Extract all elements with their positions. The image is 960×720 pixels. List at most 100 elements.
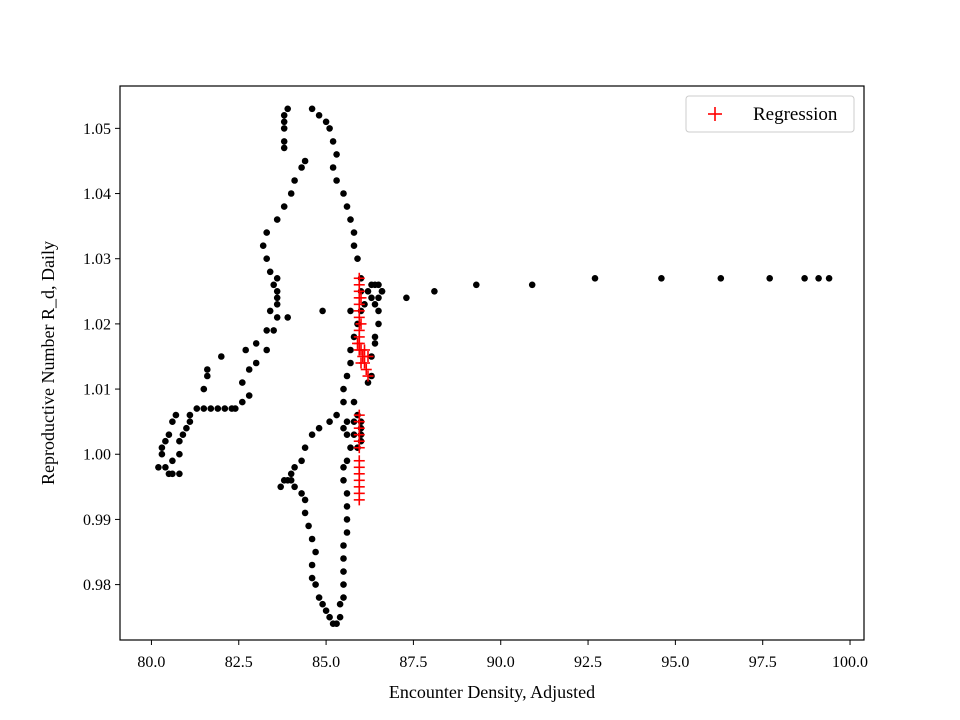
legend-label-regression: Regression bbox=[753, 104, 838, 125]
data-point-105 bbox=[312, 548, 319, 556]
data-point-102 bbox=[301, 509, 309, 517]
data-point-148 bbox=[375, 294, 382, 302]
y-tick-label: 0.99 bbox=[83, 512, 111, 529]
data-point-7 bbox=[176, 450, 183, 458]
data-point-85 bbox=[340, 385, 347, 393]
data-point-11 bbox=[186, 418, 194, 426]
data-point-18 bbox=[165, 431, 173, 439]
data-point-82 bbox=[347, 346, 354, 354]
data-point-5 bbox=[176, 470, 183, 478]
data-point-76 bbox=[354, 255, 361, 262]
data-point-71 bbox=[340, 190, 347, 197]
data-point-154 bbox=[371, 340, 379, 347]
regression-point-13 bbox=[359, 344, 371, 356]
data-point-40 bbox=[263, 255, 271, 262]
x-tick-label: 100.0 bbox=[832, 654, 868, 671]
data-point-106 bbox=[308, 561, 316, 569]
data-point-33 bbox=[252, 359, 260, 367]
data-point-109 bbox=[315, 594, 323, 601]
legend: Regression bbox=[685, 95, 855, 133]
data-point-19 bbox=[169, 418, 176, 426]
data-point-170 bbox=[347, 307, 354, 315]
data-point-108 bbox=[312, 581, 319, 588]
y-tick-label: 1.01 bbox=[83, 382, 111, 399]
data-point-51 bbox=[263, 327, 271, 334]
data-point-94 bbox=[287, 470, 295, 478]
x-axis-label: Encounter Density, Adjusted bbox=[389, 682, 595, 702]
data-point-129 bbox=[347, 444, 354, 452]
data-point-150 bbox=[368, 294, 375, 302]
x-tick-label: 90.0 bbox=[487, 654, 515, 671]
data-point-111 bbox=[322, 607, 330, 614]
data-point-25 bbox=[239, 398, 246, 406]
data-point-52 bbox=[266, 307, 274, 315]
legend-marker-regression bbox=[708, 107, 722, 121]
data-point-72 bbox=[343, 203, 351, 210]
data-point-166 bbox=[766, 275, 773, 282]
y-tick-label: 1.02 bbox=[83, 316, 111, 333]
data-point-143 bbox=[364, 288, 372, 295]
data-point-56 bbox=[284, 314, 292, 321]
data-point-92 bbox=[298, 457, 305, 465]
data-point-122 bbox=[343, 529, 351, 536]
legend-box bbox=[685, 95, 855, 133]
regression-point-6 bbox=[353, 311, 365, 323]
data-point-114 bbox=[333, 620, 340, 627]
data-point-68 bbox=[333, 151, 340, 158]
data-point-138 bbox=[343, 418, 351, 426]
y-tick-label: 1.03 bbox=[83, 251, 111, 268]
data-point-41 bbox=[259, 242, 267, 249]
data-point-59 bbox=[280, 125, 288, 132]
data-point-31 bbox=[239, 379, 246, 386]
data-point-127 bbox=[340, 464, 347, 471]
data-point-10 bbox=[183, 424, 190, 432]
y-tick-label: 0.98 bbox=[83, 577, 111, 594]
regression-point-18 bbox=[362, 350, 374, 362]
data-point-158 bbox=[378, 288, 386, 295]
data-point-97 bbox=[277, 483, 285, 491]
data-point-39 bbox=[266, 268, 274, 276]
data-point-54 bbox=[273, 288, 281, 295]
data-point-165 bbox=[717, 275, 725, 282]
data-point-125 bbox=[343, 490, 351, 497]
data-point-16 bbox=[158, 444, 166, 452]
data-point-73 bbox=[347, 216, 354, 223]
x-tick-label: 80.0 bbox=[137, 654, 165, 671]
data-point-57 bbox=[280, 144, 288, 152]
regression-point-17 bbox=[362, 370, 374, 382]
data-point-152 bbox=[375, 320, 382, 328]
data-point-27 bbox=[200, 385, 208, 393]
data-point-26 bbox=[245, 392, 253, 399]
black-points-series bbox=[155, 105, 833, 627]
data-point-87 bbox=[333, 411, 340, 419]
data-point-168 bbox=[815, 275, 822, 282]
data-point-30 bbox=[218, 353, 225, 360]
data-point-24 bbox=[232, 405, 239, 412]
data-point-153 bbox=[371, 333, 379, 341]
regression-point-34 bbox=[352, 337, 364, 349]
data-point-119 bbox=[340, 568, 347, 575]
data-point-100 bbox=[298, 490, 305, 497]
data-point-49 bbox=[242, 346, 249, 354]
data-point-6 bbox=[169, 457, 176, 465]
data-point-96 bbox=[280, 477, 288, 484]
data-point-60 bbox=[280, 118, 288, 126]
data-point-43 bbox=[273, 216, 281, 223]
data-point-29 bbox=[204, 366, 211, 373]
x-tick-label: 85.0 bbox=[312, 654, 340, 671]
data-point-118 bbox=[340, 581, 347, 588]
y-tick-label: 1.04 bbox=[83, 186, 111, 203]
data-point-115 bbox=[336, 613, 344, 621]
data-point-128 bbox=[343, 457, 351, 465]
data-point-42 bbox=[263, 229, 271, 236]
x-tick-label: 87.5 bbox=[399, 654, 427, 671]
x-tick-label: 95.0 bbox=[661, 654, 689, 671]
data-point-35 bbox=[270, 327, 278, 334]
data-point-120 bbox=[340, 555, 347, 562]
data-point-63 bbox=[308, 105, 316, 113]
data-point-28 bbox=[204, 372, 211, 380]
y-tick-label: 1.00 bbox=[83, 447, 111, 464]
data-point-15 bbox=[207, 405, 215, 412]
regression-point-24 bbox=[353, 442, 365, 454]
